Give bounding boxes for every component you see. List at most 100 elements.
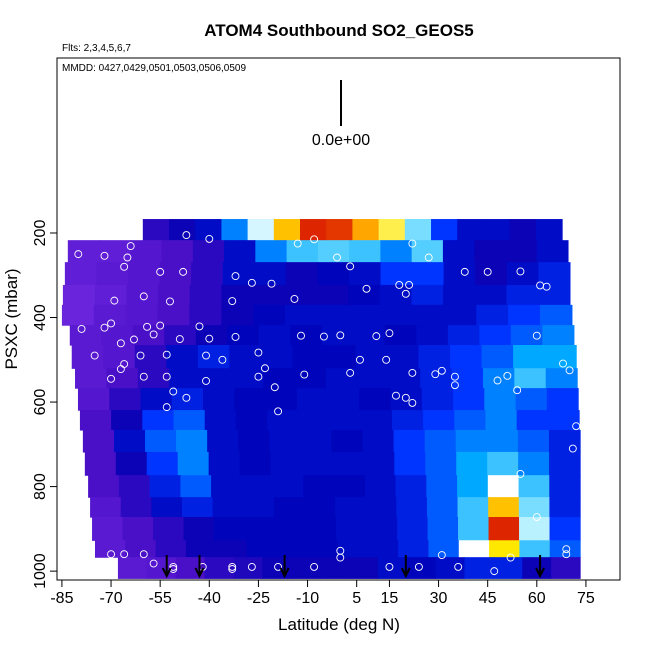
heat-cell [221, 219, 249, 241]
sample-point [247, 562, 256, 571]
heat-cell [518, 451, 550, 476]
y-tick-label: 1000 [32, 553, 49, 589]
sample-point [454, 562, 463, 571]
sample-point [401, 393, 410, 402]
sample-point [516, 267, 525, 276]
sample-point [450, 381, 459, 390]
sample-point [162, 372, 171, 381]
heat-cell [99, 240, 131, 263]
heat-cell [286, 240, 319, 263]
sample-point [483, 267, 492, 276]
heat-cell [234, 388, 267, 411]
sample-point [110, 296, 119, 305]
heat-cell [348, 284, 381, 306]
heat-cell [517, 429, 550, 453]
x-tick-label: -55 [149, 590, 172, 607]
sample-point [405, 281, 414, 289]
heat-cell [423, 410, 455, 431]
heat-cell [146, 451, 179, 476]
heat-cell [272, 475, 304, 498]
heat-cell [519, 540, 551, 558]
sample-point [408, 368, 417, 377]
heat-cell [360, 410, 393, 431]
heat-cell [458, 517, 490, 541]
heat-cell [316, 284, 349, 306]
sample-point [513, 386, 522, 395]
heat-cell [488, 517, 520, 541]
sample-point [450, 372, 459, 381]
sample-point [362, 284, 371, 293]
sample-point [162, 350, 171, 359]
sample-point [392, 391, 400, 400]
heat-cell [454, 410, 487, 431]
heat-cell [127, 262, 161, 286]
heat-cell [364, 475, 397, 498]
y-tick-label: 600 [32, 389, 49, 416]
heat-cell [320, 557, 350, 579]
heat-cell [548, 429, 581, 453]
heat-cell [244, 517, 276, 541]
heat-cell [379, 284, 413, 306]
sample-point [490, 567, 499, 576]
heat-cell [464, 557, 494, 579]
heat-cell [134, 344, 167, 369]
heat-cell [267, 410, 299, 431]
heat-cell [514, 368, 547, 389]
heat-cell [84, 451, 117, 476]
heat-cell [300, 219, 327, 241]
sample-point [408, 239, 417, 248]
heat-cell [296, 388, 329, 411]
heat-cell [117, 557, 148, 579]
heat-cell [388, 368, 421, 389]
heat-cell [161, 240, 194, 263]
heat-cell [208, 451, 241, 476]
flights-note: Flts: 2,3,4,5,6,7 [62, 43, 131, 54]
sample-point [231, 333, 240, 341]
y-tick-label: 400 [32, 304, 49, 331]
points [57, 231, 581, 579]
heat-cell [513, 344, 546, 369]
sample-point [218, 355, 227, 364]
heat-cell [421, 388, 454, 411]
heat-cell [443, 262, 476, 286]
heat-cell [353, 325, 386, 346]
heat-cell [336, 517, 368, 541]
scale-label: 0.0e+00 [312, 132, 370, 149]
heat-cell [420, 368, 453, 389]
heat-cell [142, 410, 175, 431]
heat-cell [255, 240, 288, 263]
heat-cell [549, 540, 581, 558]
heat-cell [200, 368, 233, 389]
heat-cell [549, 451, 581, 476]
y-tick-label: 800 [32, 473, 49, 500]
heat-cell [450, 344, 483, 369]
heat-cell [425, 451, 457, 476]
heat-cell [145, 429, 177, 453]
heat-cell [130, 240, 163, 263]
heat-cell [411, 240, 444, 263]
heat-cell [493, 557, 523, 579]
heat-cell [326, 219, 354, 241]
x-tick-label: 75 [577, 590, 595, 607]
sample-point [261, 364, 269, 373]
y-tick-label: 200 [32, 220, 49, 247]
heat-cell [367, 540, 399, 558]
heat-cell [307, 540, 339, 558]
heat-cell [173, 410, 206, 431]
heat-cell [435, 557, 466, 579]
heat-cell [453, 388, 485, 411]
heat-cell [276, 540, 308, 558]
sample-point [156, 267, 165, 276]
heat-cell [221, 304, 254, 326]
sample-point [107, 550, 115, 559]
heat-cell [62, 284, 96, 306]
heat-cell [166, 344, 199, 369]
heat-cell [82, 429, 115, 453]
sample-point [123, 253, 132, 262]
heat-cell [262, 557, 292, 579]
dates-note: MMDD: 0427,0429,0501,0503,0506,0509 [62, 63, 246, 74]
sample-point [385, 562, 394, 571]
flight-arrow [279, 555, 290, 579]
heat-cell [142, 219, 170, 241]
heat-cell [487, 451, 519, 476]
